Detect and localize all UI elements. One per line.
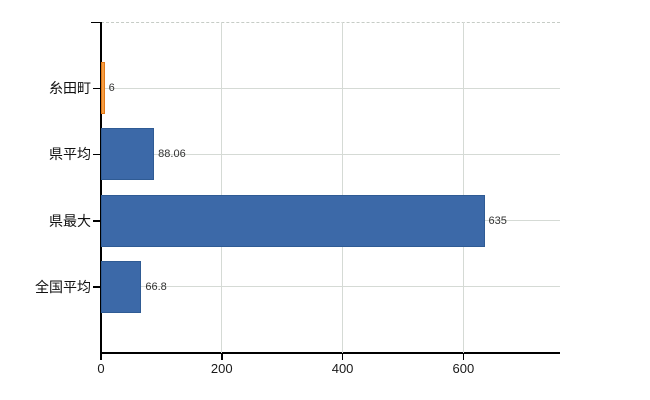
horizontal-gridline	[101, 153, 560, 155]
bar	[101, 128, 155, 181]
bar-value-label: 88.06	[158, 148, 186, 161]
y-axis-top-tick	[91, 21, 101, 23]
bar-value-label: 6	[108, 82, 115, 95]
bar	[101, 62, 105, 115]
y-axis-line	[100, 22, 102, 353]
bar	[101, 194, 485, 247]
x-axis-tick	[221, 354, 223, 360]
x-axis-line	[100, 352, 560, 354]
x-axis-tick-label: 0	[97, 361, 105, 376]
x-axis-tick	[462, 354, 465, 360]
vertical-gridline	[342, 22, 344, 353]
category-label: 県最大	[49, 212, 91, 229]
plot-top-border	[101, 22, 560, 23]
x-axis-tick-label: 600	[452, 361, 475, 376]
y-axis-tick	[93, 286, 101, 288]
y-axis-tick	[93, 87, 101, 90]
horizontal-gridline	[101, 87, 560, 89]
vertical-gridline	[462, 22, 464, 353]
bar-value-label: 66.8	[145, 280, 167, 293]
x-axis-tick	[341, 354, 344, 360]
x-axis-tick-label: 200	[210, 361, 233, 376]
bar-value-label: 635	[488, 214, 507, 227]
x-axis-tick	[100, 354, 102, 360]
category-label: 糸田町	[49, 80, 91, 97]
y-axis-tick	[93, 220, 101, 222]
category-label: 県平均	[49, 146, 91, 163]
y-axis-tick	[93, 153, 101, 156]
horizontal-gridline	[101, 286, 560, 288]
vertical-gridline	[221, 22, 223, 353]
plot-area: 6 88.06 635 66.8	[100, 22, 560, 354]
x-axis-tick-label: 400	[331, 361, 354, 376]
bar	[101, 260, 142, 313]
category-label: 全国平均	[35, 278, 91, 295]
